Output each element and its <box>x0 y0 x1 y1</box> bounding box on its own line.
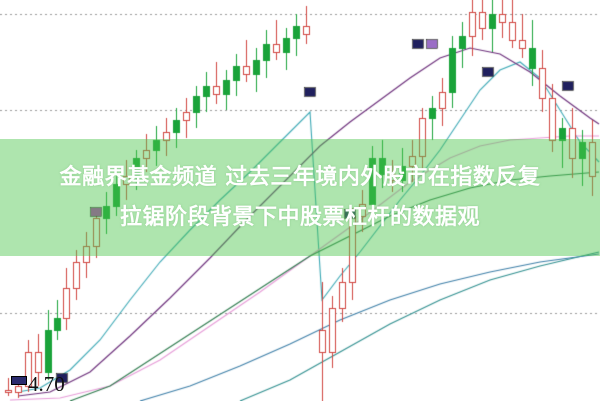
headline-line-1: 金融界基金频道 过去三年境内外股市在指数反复 <box>59 164 541 190</box>
headline-line-2: 拉锯阶段背景下中股票杠杆的数据观 <box>119 204 480 230</box>
price-label: 4.70 <box>28 372 65 396</box>
price-marker-icon <box>11 376 27 385</box>
headline-banner: 金融界基金频道 过去三年境内外股市在指数反复 拉锯阶段背景下中股票杠杆的数据观 <box>0 139 600 256</box>
